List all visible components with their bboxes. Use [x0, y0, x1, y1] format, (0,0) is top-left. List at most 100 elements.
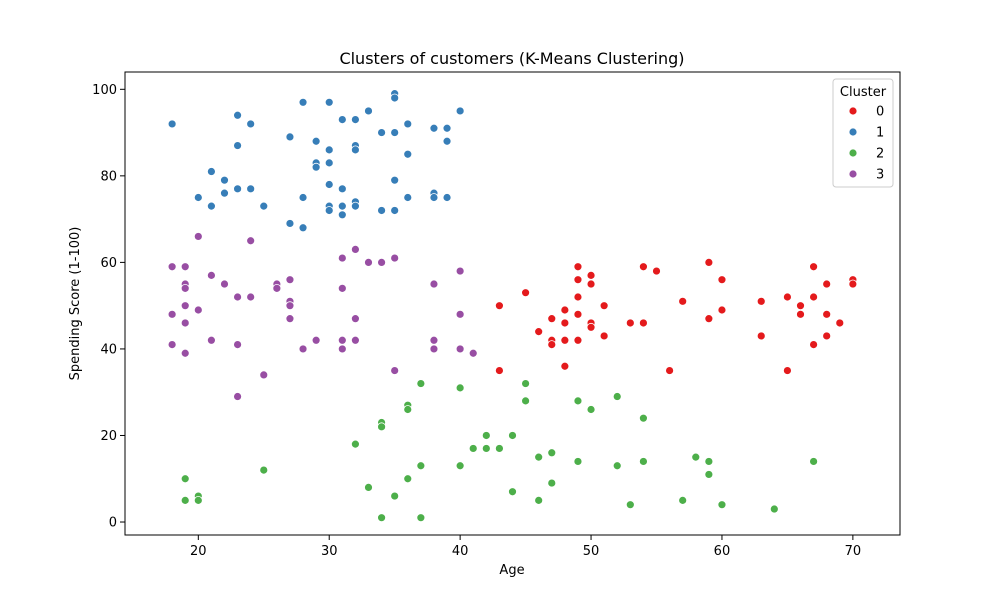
data-point	[207, 270, 216, 280]
data-point	[704, 457, 714, 466]
data-point	[167, 309, 177, 319]
x-tick-label: 30	[321, 544, 338, 559]
data-point	[756, 296, 766, 306]
data-point	[285, 301, 295, 311]
data-point	[272, 283, 282, 293]
data-point	[416, 379, 426, 388]
data-point	[311, 162, 321, 172]
data-point	[717, 500, 727, 510]
data-point	[377, 206, 386, 215]
data-point	[547, 448, 557, 458]
data-point	[167, 340, 177, 350]
data-point	[547, 314, 557, 324]
plot-frame	[124, 71, 901, 536]
data-point	[180, 318, 190, 328]
data-point	[324, 158, 334, 168]
data-point	[285, 132, 295, 142]
data-point	[468, 444, 478, 453]
data-point	[599, 301, 609, 311]
data-point	[534, 452, 544, 462]
data-point	[442, 193, 452, 202]
data-point	[586, 322, 596, 332]
data-point	[625, 318, 635, 328]
data-point	[547, 478, 557, 488]
data-point	[364, 106, 373, 116]
data-point	[193, 305, 203, 315]
data-point	[534, 327, 544, 337]
y-tick-label: 40	[100, 342, 117, 357]
data-point	[586, 405, 596, 414]
data-point	[324, 97, 334, 107]
data-point	[508, 487, 517, 497]
data-point	[769, 504, 779, 514]
data-point	[678, 296, 688, 306]
y-tick-label: 60	[100, 256, 117, 271]
data-point	[259, 201, 269, 211]
data-point	[311, 136, 321, 146]
data-point	[298, 223, 308, 233]
data-point	[351, 115, 360, 124]
data-point	[599, 331, 609, 341]
data-point	[534, 495, 544, 505]
data-point	[625, 500, 635, 510]
data-point	[390, 128, 400, 137]
data-point	[220, 279, 229, 289]
data-point	[403, 405, 413, 414]
data-point	[573, 262, 583, 272]
data-point	[442, 136, 452, 146]
data-point	[377, 257, 386, 267]
data-point	[639, 318, 648, 328]
data-point	[455, 344, 465, 354]
data-point	[246, 184, 256, 194]
data-point	[193, 232, 203, 241]
data-point	[233, 110, 242, 120]
data-point	[311, 335, 321, 345]
data-point	[207, 335, 216, 345]
data-point	[285, 275, 295, 285]
y-tick-label: 0	[109, 516, 117, 531]
data-point	[704, 470, 714, 479]
data-point	[416, 461, 426, 471]
data-point	[573, 396, 583, 406]
data-point	[180, 283, 190, 293]
data-point	[246, 236, 256, 246]
data-point	[455, 266, 465, 276]
data-point	[809, 457, 818, 466]
series-0-points	[495, 257, 858, 375]
data-point	[390, 93, 400, 103]
data-point	[337, 184, 347, 194]
legend-label: 3	[876, 168, 884, 183]
data-point	[246, 292, 256, 302]
data-point	[324, 145, 334, 155]
data-point	[560, 335, 570, 345]
data-point	[324, 180, 334, 189]
data-point	[521, 379, 530, 388]
data-point	[364, 257, 373, 267]
data-point	[468, 348, 478, 358]
data-point	[351, 201, 360, 211]
y-tick-label: 100	[92, 83, 117, 98]
legend: Cluster 0 1 2 3	[832, 78, 894, 188]
data-point	[377, 128, 386, 137]
data-point	[573, 275, 583, 285]
data-point	[429, 193, 439, 202]
data-point	[547, 340, 557, 350]
data-point	[390, 253, 400, 263]
data-point	[835, 318, 845, 328]
x-tick-label: 40	[452, 544, 469, 559]
data-point	[691, 452, 701, 462]
data-point	[180, 495, 190, 505]
data-point	[351, 439, 360, 449]
data-point	[455, 383, 465, 393]
data-point	[783, 292, 792, 302]
data-point	[822, 279, 832, 289]
series-1-points	[167, 89, 465, 233]
data-point	[233, 184, 242, 194]
data-point	[665, 366, 674, 375]
data-point	[167, 262, 177, 272]
legend-label: 1	[876, 126, 884, 141]
data-point	[495, 444, 504, 453]
data-point	[285, 314, 295, 324]
series-2-points	[180, 379, 818, 523]
data-point	[364, 483, 373, 492]
